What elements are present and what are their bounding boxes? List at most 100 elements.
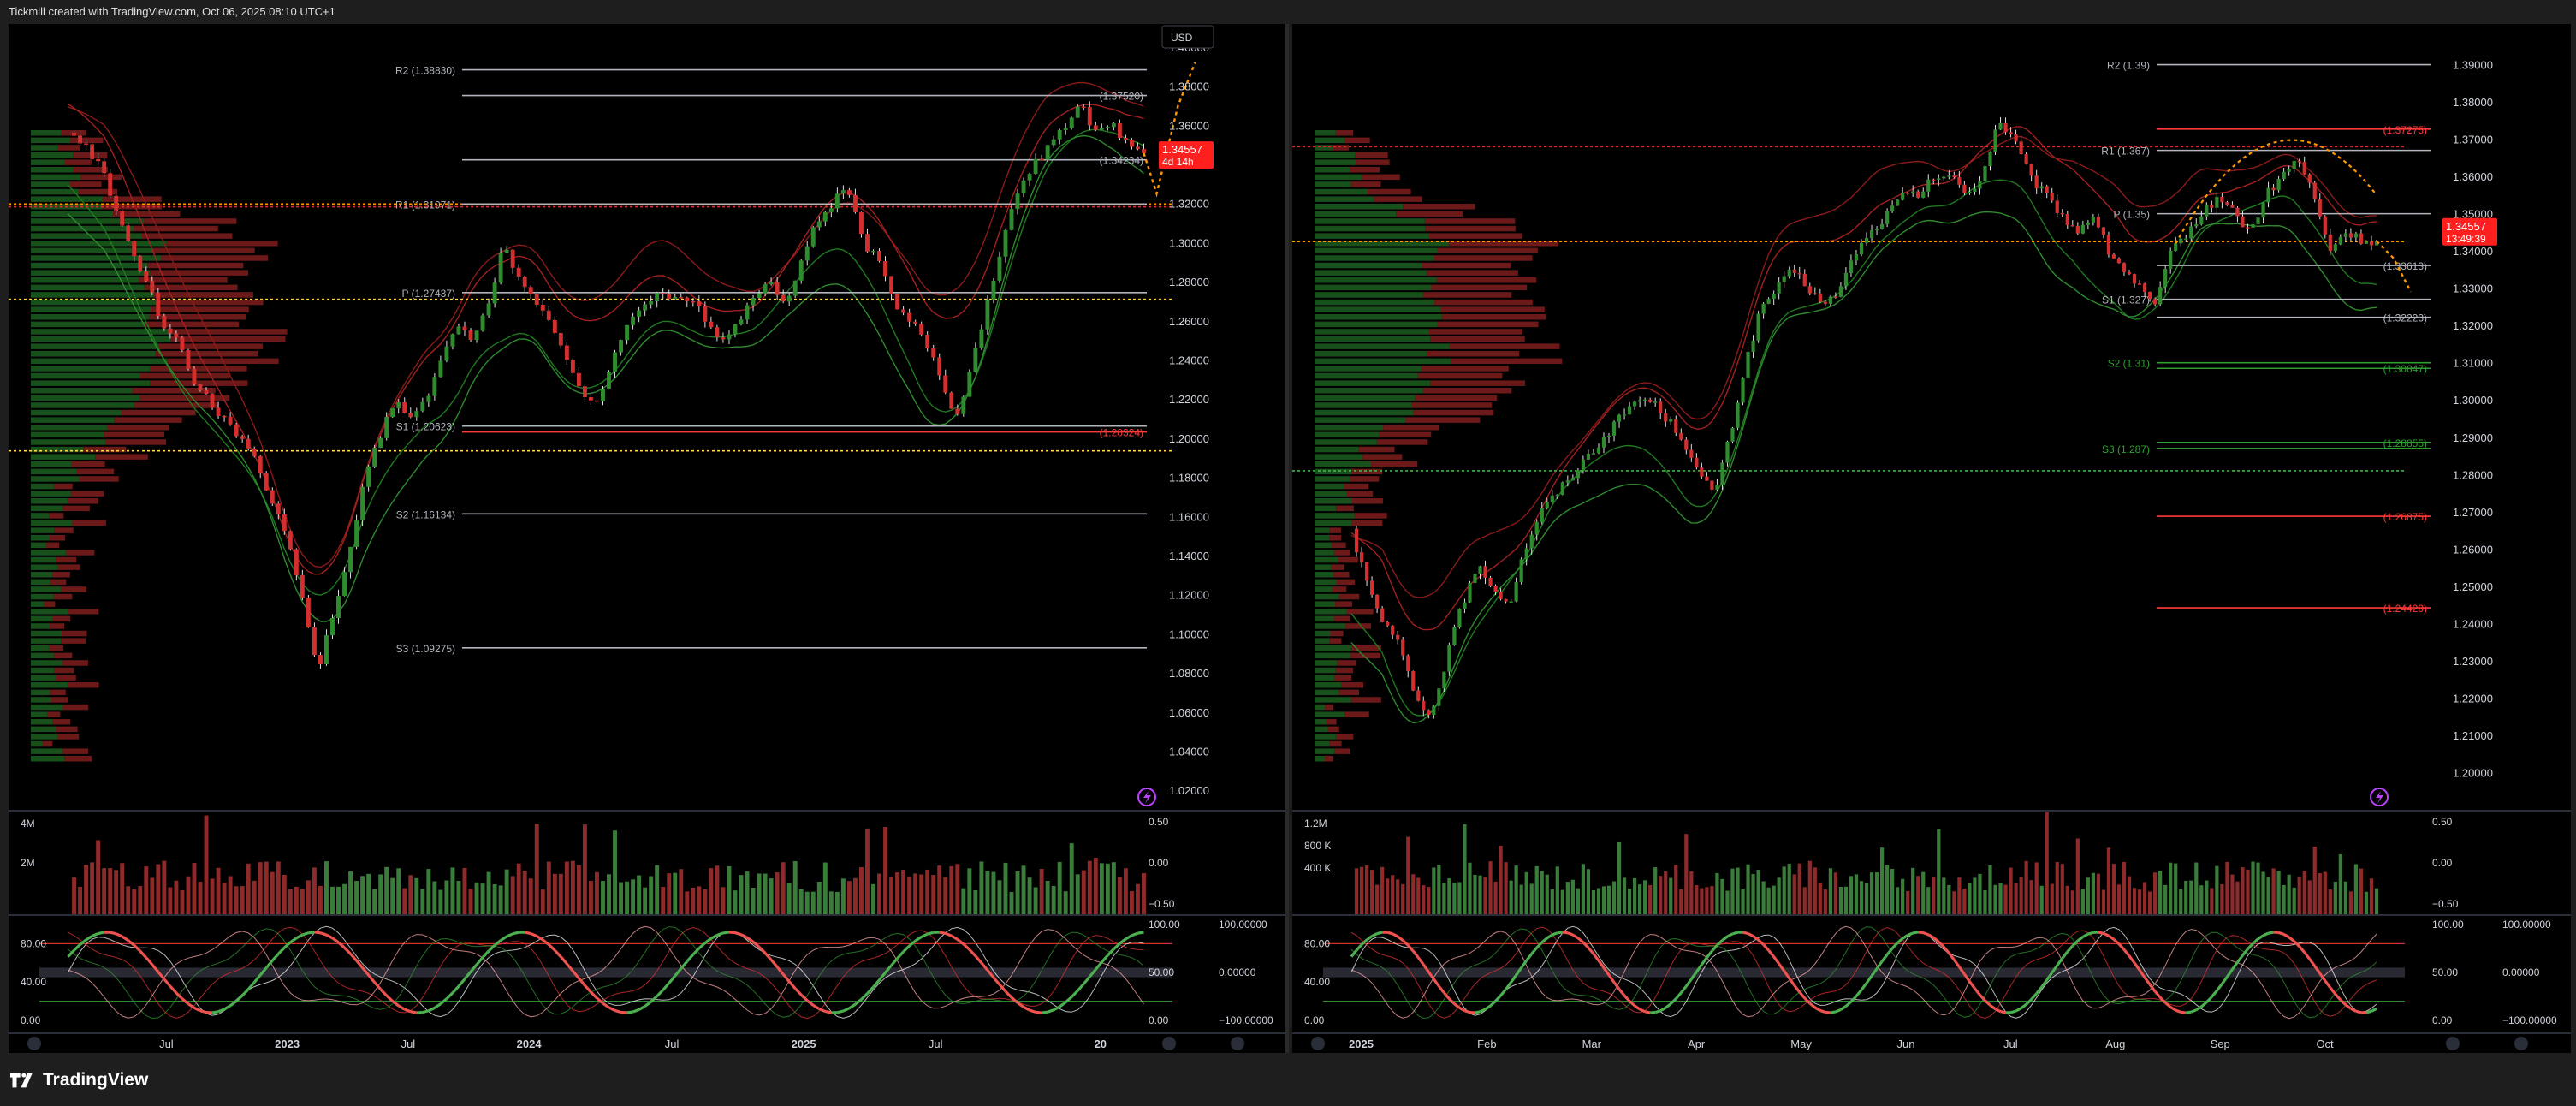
volume-bar xyxy=(2230,874,2235,914)
volume-bar xyxy=(907,876,912,914)
volume-profile-bar xyxy=(52,572,70,578)
volume-profile-bar xyxy=(62,704,89,711)
weekly-chart-panel[interactable]: R2 (1.38830) (1.37520) (1.34234) R1 (1.3197… xyxy=(9,24,1287,1053)
volume-profile-bar xyxy=(1405,417,1481,423)
price-axis-label: 1.30000 xyxy=(2453,394,2493,407)
candle-body xyxy=(474,330,479,341)
volume-bar xyxy=(1622,877,1627,914)
volume-bar xyxy=(2132,888,2137,914)
oscillator-line xyxy=(68,926,1144,1020)
time-axis-label: 2025 xyxy=(1349,1038,1374,1050)
candle-body xyxy=(1782,276,1786,282)
oscillator-main-segment xyxy=(91,932,99,937)
oscillator-main-segment xyxy=(451,984,460,994)
candle-body xyxy=(126,225,131,241)
volume-profile-bar xyxy=(31,550,66,556)
scale-button[interactable] xyxy=(2514,1037,2528,1050)
oscillator-band xyxy=(1323,967,2405,978)
oscillator-main-segment xyxy=(1077,983,1085,992)
oscillator-main-segment xyxy=(2288,936,2295,942)
volume-bar xyxy=(348,871,353,914)
oscillator-main-segment xyxy=(252,974,262,984)
timezone-button[interactable] xyxy=(27,1037,41,1050)
oscillator-main-segment xyxy=(1479,1008,1487,1014)
volume-profile-bar xyxy=(1315,372,1418,379)
oscillator-main-segment xyxy=(1835,1008,1842,1014)
volume-profile-bar xyxy=(1315,697,1351,703)
price-axis[interactable]: 1.390001.380001.370001.360001.350001.340… xyxy=(2453,59,2493,780)
volume-bar xyxy=(822,862,828,914)
oscillator-main-segment xyxy=(110,931,117,936)
candle-body xyxy=(162,316,167,329)
candle-body xyxy=(1447,645,1451,672)
oscillator-main-segment xyxy=(908,939,917,948)
candle-body xyxy=(1700,467,1704,477)
panel-divider[interactable] xyxy=(1285,24,1289,1053)
daily-chart-panel[interactable]: R2 (1.39) (1.37275) R1 (1.367) P (1.35) (1.3… xyxy=(1292,24,2571,1053)
candle-body xyxy=(1890,205,1895,211)
oscillator-main-segment xyxy=(1958,966,1966,976)
volume-bar xyxy=(2359,868,2364,914)
daily-chart-svg[interactable]: R2 (1.39)(1.37275)R1 (1.367)P (1.35)(1.3… xyxy=(1292,24,2571,1053)
volume-profile-bar xyxy=(1434,299,1533,306)
volume-bar xyxy=(2348,891,2353,914)
auto-scale-button[interactable] xyxy=(1162,1037,1176,1050)
volume-bar xyxy=(985,871,990,914)
volume-profile-bar xyxy=(1315,645,1351,651)
volume-profile-bar xyxy=(64,756,92,762)
candle-body xyxy=(919,324,924,335)
lightning-icon[interactable] xyxy=(2370,788,2389,806)
volume-bar xyxy=(2276,871,2281,914)
volume-profile-bar xyxy=(1315,446,1359,453)
lightning-icon[interactable] xyxy=(1137,788,1156,806)
auto-scale-button[interactable] xyxy=(2446,1037,2460,1050)
volume-profile-bar xyxy=(57,564,80,570)
volume-bar xyxy=(204,815,209,914)
oscillator-main-segment xyxy=(794,987,803,996)
oscillator-main-segment xyxy=(1814,1006,1821,1012)
oscillator-main-segment xyxy=(494,939,502,947)
volume-bar xyxy=(1447,878,1451,914)
pivot-level-label: (1.37275) xyxy=(2383,124,2427,136)
oscillator-main-segment xyxy=(524,931,531,936)
candle-body xyxy=(1978,181,1982,189)
footer-brand[interactable]: TradingView xyxy=(10,1070,148,1091)
oscillator-main-segment xyxy=(1101,954,1109,964)
oscillator-main-segment xyxy=(1525,953,1533,962)
volume-profile-bar xyxy=(1427,351,1520,357)
candle-body xyxy=(852,194,858,212)
oscillator-main-segment xyxy=(775,966,785,976)
currency-button[interactable] xyxy=(1161,25,1214,49)
volume-profile-bar xyxy=(1315,615,1334,622)
volume-profile-bar xyxy=(161,255,269,261)
candle-body xyxy=(1529,534,1534,549)
candle-body xyxy=(1761,303,1766,314)
volume-profile-bar xyxy=(52,719,71,725)
volume-bar xyxy=(396,868,401,914)
currency-button-label[interactable]: USD xyxy=(1171,32,1193,44)
candle-body xyxy=(246,438,251,449)
scale-button[interactable] xyxy=(1231,1037,1244,1050)
volume-profile-bar xyxy=(31,711,47,717)
volume-bar xyxy=(1051,885,1056,914)
timezone-button[interactable] xyxy=(1311,1037,1325,1050)
volume-profile-bar xyxy=(1351,468,1383,475)
oscillator-main-segment xyxy=(590,990,598,1000)
candle-body xyxy=(1962,184,1967,193)
volume-profile-bar xyxy=(1315,137,1345,144)
volume-bar xyxy=(324,861,329,914)
volume-bar xyxy=(931,875,936,914)
volume-profile-bar xyxy=(51,697,68,703)
volume-profile-bar xyxy=(1315,431,1379,438)
volume-profile-bar xyxy=(1315,130,1336,136)
volume-bar xyxy=(462,867,467,914)
volume-profile-bar xyxy=(150,270,249,276)
oscillator-main-segment xyxy=(2061,950,2069,960)
weekly-chart-svg[interactable]: R2 (1.38830)(1.37520)(1.34234)R1 (1.3197… xyxy=(9,24,1287,1053)
volume-profile-bar xyxy=(31,505,63,512)
price-axis-label: 1.16000 xyxy=(1169,510,1209,523)
candle-body xyxy=(1947,175,1951,177)
candle-body xyxy=(997,256,1002,281)
volume-bar xyxy=(1534,865,1539,914)
volume-bar xyxy=(840,878,846,914)
